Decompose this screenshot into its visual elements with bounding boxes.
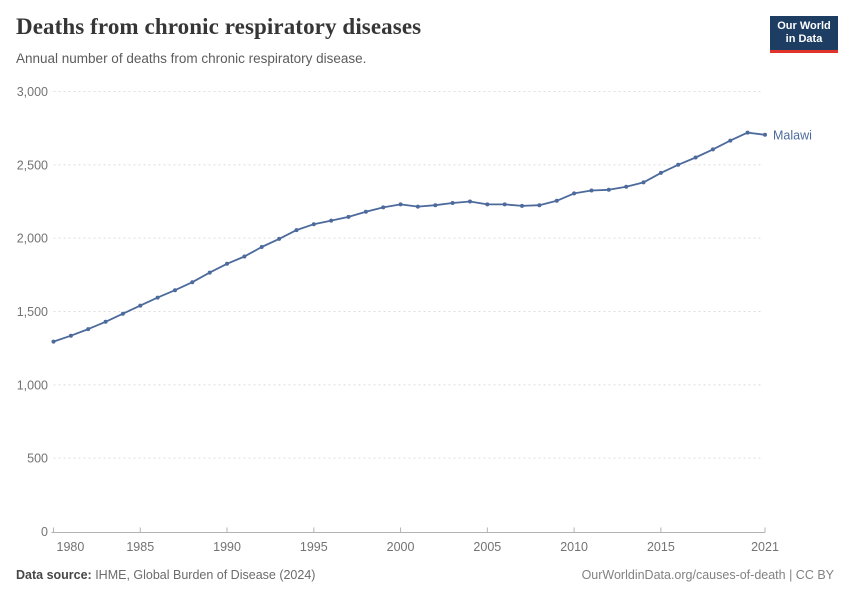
data-point bbox=[190, 280, 195, 285]
data-point bbox=[311, 222, 316, 227]
y-tick-label: 2,000 bbox=[17, 232, 48, 246]
data-point bbox=[86, 327, 91, 332]
owid-logo-text-line1: Our World bbox=[777, 20, 831, 32]
data-point bbox=[606, 187, 611, 192]
x-tick-label: 1990 bbox=[213, 540, 241, 554]
data-point bbox=[433, 203, 438, 208]
data-point bbox=[415, 204, 420, 209]
data-point bbox=[103, 319, 108, 324]
x-tick-label: 1985 bbox=[126, 540, 154, 554]
owid-logo-text-line2: in Data bbox=[785, 33, 823, 45]
y-tick-label: 0 bbox=[41, 525, 48, 539]
data-point bbox=[277, 236, 282, 241]
chart-subtitle: Annual number of deaths from chronic res… bbox=[16, 51, 367, 66]
y-tick-label: 3,000 bbox=[17, 85, 48, 99]
data-point bbox=[346, 214, 351, 219]
data-point bbox=[693, 155, 698, 160]
data-point bbox=[259, 245, 264, 249]
data-point bbox=[68, 333, 73, 338]
x-tick-label: 2021 bbox=[751, 540, 779, 554]
x-tick-label: 2010 bbox=[560, 540, 588, 554]
data-point bbox=[468, 199, 472, 204]
data-point bbox=[51, 339, 56, 344]
data-point bbox=[554, 198, 559, 203]
data-point bbox=[138, 303, 143, 308]
data-point bbox=[502, 202, 507, 207]
page-title: Deaths from chronic respiratory diseases bbox=[16, 14, 422, 39]
x-tick-label: 2015 bbox=[647, 540, 675, 554]
chart-footer: Data source: IHME, Global Burden of Dise… bbox=[16, 568, 834, 582]
credit-link[interactable]: OurWorldinData.org/causes-of-death | CC … bbox=[581, 568, 834, 582]
x-tick-label: 1980 bbox=[57, 540, 85, 554]
y-tick-label: 1,500 bbox=[17, 305, 48, 319]
data-point bbox=[450, 201, 455, 205]
data-point bbox=[676, 162, 681, 167]
y-tick-label: 500 bbox=[27, 452, 48, 466]
data-source-label: Data source: bbox=[16, 568, 92, 582]
data-point bbox=[624, 184, 629, 189]
data-point bbox=[763, 132, 767, 137]
data-point bbox=[155, 295, 160, 300]
owid-logo: Our World in Data bbox=[770, 16, 838, 53]
data-point bbox=[173, 288, 177, 293]
data-point bbox=[589, 188, 594, 193]
data-point bbox=[363, 209, 368, 214]
x-tick-label: 1995 bbox=[300, 540, 328, 554]
data-point bbox=[381, 205, 386, 210]
data-point bbox=[120, 311, 125, 316]
data-point bbox=[242, 254, 247, 259]
data-point bbox=[520, 203, 524, 208]
data-point bbox=[294, 228, 299, 233]
data-point bbox=[710, 147, 715, 152]
y-tick-label: 1,000 bbox=[17, 378, 48, 392]
y-tick-label: 2,500 bbox=[17, 158, 48, 172]
data-point bbox=[572, 191, 577, 196]
data-point bbox=[485, 202, 490, 207]
data-line-malawi bbox=[52, 131, 766, 343]
data-point bbox=[658, 170, 663, 175]
data-point bbox=[225, 261, 229, 266]
data-point bbox=[728, 138, 733, 143]
entity-label: Malawi bbox=[773, 128, 812, 142]
x-tick-label: 2000 bbox=[387, 540, 415, 554]
data-point bbox=[537, 203, 542, 208]
data-point bbox=[329, 218, 334, 223]
data-point bbox=[745, 130, 750, 135]
data-source-note: Data source: IHME, Global Burden of Dise… bbox=[16, 568, 315, 582]
data-point bbox=[641, 180, 646, 185]
data-point bbox=[207, 270, 212, 275]
x-tick-label: 2005 bbox=[473, 540, 501, 554]
data-source-text: IHME, Global Burden of Disease (2024) bbox=[91, 568, 316, 582]
data-point bbox=[398, 202, 403, 207]
